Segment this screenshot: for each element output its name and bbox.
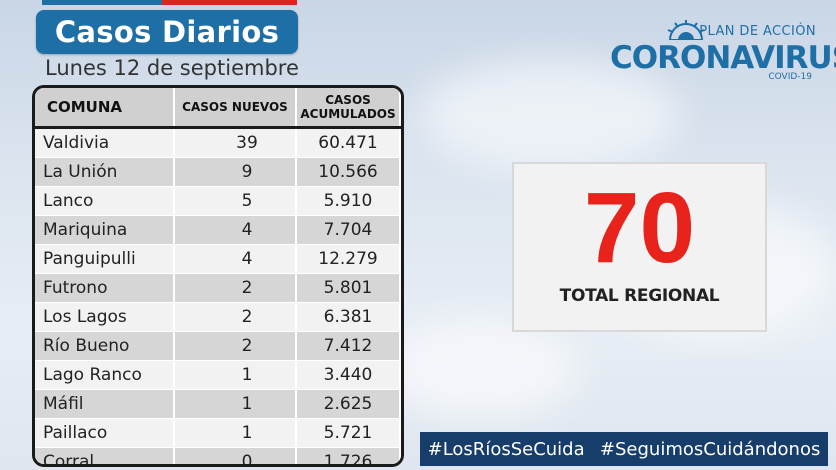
table-header-row: COMUNA CASOS NUEVOS CASOS ACUMULADOS [35, 88, 401, 129]
brand-sub: COVID-19 [768, 72, 812, 82]
hashtag-bar: #LosRíosSeCuida #SeguimosCuidándonos [420, 432, 828, 466]
hashtag-seguimos: #SeguimosCuidándonos [599, 438, 821, 460]
cell-comuna: Los Lagos [35, 302, 175, 332]
cell-nuevos: 4 [174, 215, 297, 245]
cell-comuna: Río Bueno [35, 331, 175, 361]
header-acumulados-line2: ACUMULADOS [300, 107, 396, 121]
table-row: Corral 0 1.726 [35, 447, 401, 464]
cell-nuevos: 1 [174, 389, 297, 419]
table-row: La Unión 9 10.566 [35, 157, 401, 187]
cell-comuna: Lago Ranco [35, 360, 175, 390]
cell-acumulados: 3.440 [296, 360, 401, 390]
cell-nuevos: 39 [174, 127, 297, 158]
table-row: Los Lagos 2 6.381 [35, 302, 401, 332]
cell-acumulados: 1.726 [296, 447, 401, 464]
cell-comuna: Panguipulli [35, 244, 175, 274]
brand-logo: PLAN DE ACCIÓN CORONAVIRUS COVID-19 [606, 18, 836, 84]
cell-comuna: Máfil [35, 389, 175, 419]
cell-acumulados: 2.625 [296, 389, 401, 419]
cell-acumulados: 10.566 [296, 157, 401, 187]
table-row: Paillaco 1 5.721 [35, 418, 401, 448]
table-row: Futrono 2 5.801 [35, 273, 401, 303]
brand-plan: PLAN DE ACCIÓN [699, 24, 816, 39]
header-acumulados: CASOS ACUMULADOS [296, 88, 401, 129]
total-card: 70 TOTAL REGIONAL [512, 162, 767, 332]
cell-nuevos: 9 [174, 157, 297, 187]
total-label: TOTAL REGIONAL [559, 286, 720, 306]
table-row: Mariquina 4 7.704 [35, 215, 401, 245]
table-row: Río Bueno 2 7.412 [35, 331, 401, 361]
cell-acumulados: 7.704 [296, 215, 401, 245]
cell-comuna: Corral [35, 447, 175, 464]
table-row: Máfil 1 2.625 [35, 389, 401, 419]
total-value: 70 [583, 172, 696, 284]
cell-acumulados: 7.412 [296, 331, 401, 361]
cell-acumulados: 5.721 [296, 418, 401, 448]
cell-nuevos: 2 [174, 331, 297, 361]
cell-acumulados: 5.910 [296, 186, 401, 216]
page-title: Casos Diarios [36, 10, 298, 54]
brand-name: CORONAVIRUS [610, 40, 836, 76]
table-row: Lago Ranco 1 3.440 [35, 360, 401, 390]
background-cloud [380, 320, 580, 420]
cell-acumulados: 5.801 [296, 273, 401, 303]
header-acumulados-line1: CASOS [325, 93, 371, 107]
cell-acumulados: 12.279 [296, 244, 401, 274]
cell-acumulados: 6.381 [296, 302, 401, 332]
hashtag-los-rios: #LosRíosSeCuida [427, 438, 585, 460]
cell-nuevos: 1 [174, 360, 297, 390]
flag-stripe [42, 0, 297, 5]
cell-comuna: Lanco [35, 186, 175, 216]
cell-nuevos: 5 [174, 186, 297, 216]
table-row: Lanco 5 5.910 [35, 186, 401, 216]
cell-nuevos: 0 [174, 447, 297, 464]
report-date: Lunes 12 de septiembre [45, 56, 299, 80]
cell-nuevos: 4 [174, 244, 297, 274]
cell-nuevos: 1 [174, 418, 297, 448]
cell-comuna: Mariquina [35, 215, 175, 245]
table-row: Panguipulli 4 12.279 [35, 244, 401, 274]
table-row: Valdivia 39 60.471 [35, 127, 401, 158]
header-nuevos: CASOS NUEVOS [174, 88, 297, 129]
cell-acumulados: 60.471 [296, 127, 401, 158]
background-cloud [420, 60, 680, 170]
cell-comuna: Futrono [35, 273, 175, 303]
cell-comuna: La Unión [35, 157, 175, 187]
header-comuna: COMUNA [35, 88, 175, 129]
sun-icon [667, 20, 705, 40]
cell-comuna: Valdivia [35, 127, 175, 158]
cases-table: COMUNA CASOS NUEVOS CASOS ACUMULADOS Val… [32, 85, 404, 467]
cell-nuevos: 2 [174, 273, 297, 303]
cell-comuna: Paillaco [35, 418, 175, 448]
cell-nuevos: 2 [174, 302, 297, 332]
